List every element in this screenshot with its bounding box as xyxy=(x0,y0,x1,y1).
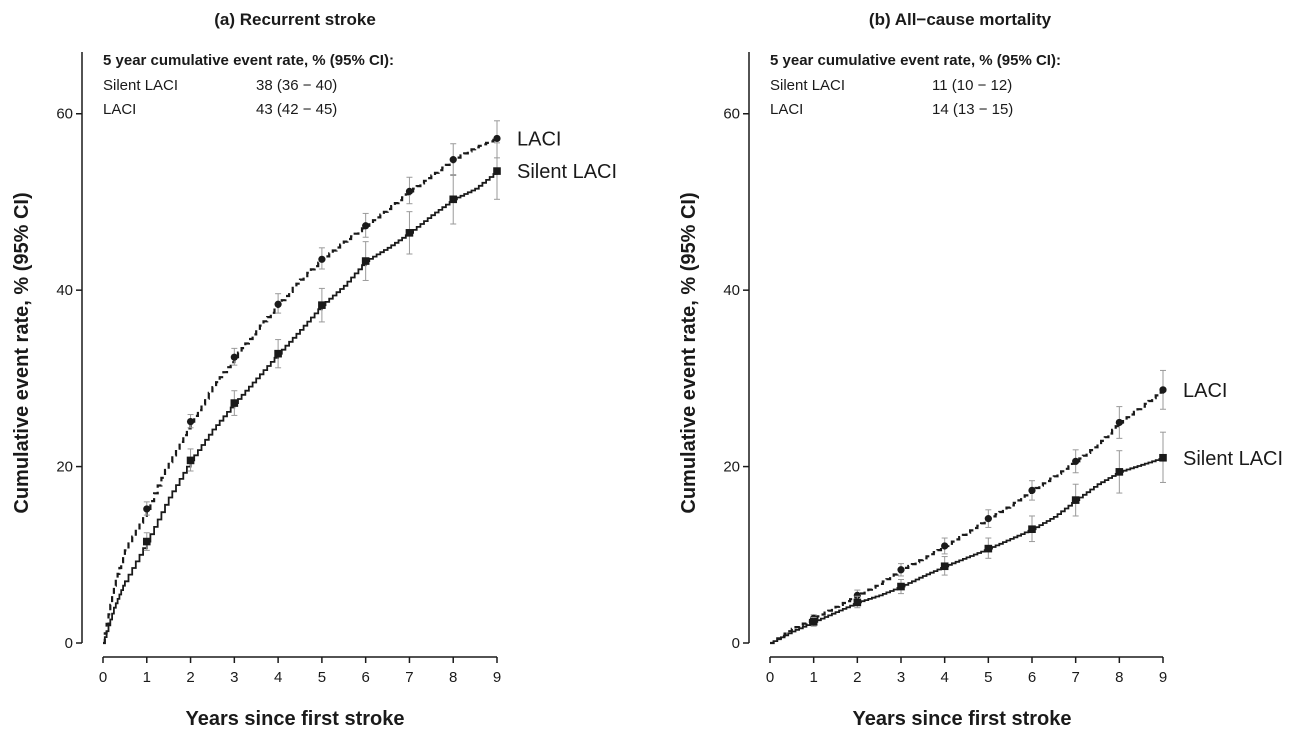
x-tick-label: 5 xyxy=(318,669,326,686)
panel-recurrent-stroke: (a) Recurrent stroke Cumulative event ra… xyxy=(11,10,617,730)
x-tick-label: 0 xyxy=(99,669,107,686)
marker-silent-laci xyxy=(449,195,458,204)
marker-silent-laci xyxy=(318,301,326,309)
y-tick-label: 0 xyxy=(732,635,740,652)
legend-row-2-name: LACI xyxy=(103,101,136,118)
legend-row-1-name: Silent LACI xyxy=(103,77,178,94)
marker-silent-laci xyxy=(940,562,949,571)
marker-silent-laci xyxy=(984,544,993,553)
legend-title: 5 year cumulative event rate, % (95% CI)… xyxy=(770,52,1061,69)
x-tick-label: 6 xyxy=(361,669,369,686)
legend-row-2-value: 43 (42 − 45) xyxy=(256,101,337,118)
marker-silent-laci xyxy=(274,349,282,358)
marker-laci xyxy=(405,187,414,195)
marker-silent-laci xyxy=(1115,468,1124,476)
x-axis-title: Years since first stroke xyxy=(185,708,404,730)
panel-all-cause-mortality: (b) All−cause mortality Cumulative event… xyxy=(678,10,1283,730)
marker-laci xyxy=(493,134,501,143)
series-line-silent-laci xyxy=(770,457,1164,644)
x-tick-label: 4 xyxy=(274,669,282,686)
x-tick-label: 8 xyxy=(1115,669,1123,686)
plot-area: 0 20 40 60 0 1 2 3 4 5 6 7 8 9 LACI Silent LACI xyxy=(723,52,1283,686)
y-tick-label: 40 xyxy=(56,282,73,299)
x-tick-label: 3 xyxy=(230,669,238,686)
marker-laci xyxy=(941,542,949,550)
y-tick-label: 20 xyxy=(56,459,73,476)
marker-laci xyxy=(186,417,195,426)
marker-laci xyxy=(1028,486,1036,494)
marker-silent-laci xyxy=(186,456,195,465)
x-tick-label: 0 xyxy=(766,669,774,686)
marker-laci xyxy=(449,156,457,164)
marker-laci xyxy=(318,255,326,263)
series-label-silent-laci: Silent LACI xyxy=(517,161,617,183)
legend-row-1-value: 11 (10 − 12) xyxy=(932,77,1012,94)
marker-laci xyxy=(230,353,238,361)
x-tick-label: 6 xyxy=(1028,669,1036,686)
marker-silent-laci xyxy=(853,598,862,607)
y-axis-title: Cumulative event rate, % (95% CI) xyxy=(11,192,33,513)
legend-row-1-name: Silent LACI xyxy=(770,77,845,94)
x-tick-label: 9 xyxy=(1159,669,1167,686)
x-tick-label: 7 xyxy=(1071,669,1079,686)
x-tick-label: 5 xyxy=(984,669,992,686)
marker-silent-laci xyxy=(361,257,370,265)
marker-silent-laci xyxy=(405,229,414,237)
series-label-laci: LACI xyxy=(517,128,561,150)
marker-silent-laci xyxy=(897,582,905,591)
y-tick-label: 20 xyxy=(723,459,740,476)
series-line-laci xyxy=(103,138,499,645)
marker-silent-laci xyxy=(1028,525,1036,534)
marker-laci xyxy=(143,505,151,513)
marker-silent-laci xyxy=(1071,496,1080,504)
y-tick-label: 40 xyxy=(723,282,740,299)
series-label-laci: LACI xyxy=(1183,380,1227,402)
marker-laci xyxy=(984,515,992,523)
series-line-laci xyxy=(770,389,1165,645)
x-tick-label: 7 xyxy=(405,669,413,686)
marker-silent-laci xyxy=(230,399,239,407)
x-tick-label: 3 xyxy=(897,669,905,686)
series-line-silent-laci xyxy=(103,171,498,644)
marker-laci xyxy=(274,300,282,308)
legend-row-2-name: LACI xyxy=(770,101,803,118)
series-label-silent-laci: Silent LACI xyxy=(1183,448,1283,470)
marker-silent-laci xyxy=(1159,453,1167,462)
marker-laci xyxy=(897,566,905,574)
y-tick-label: 60 xyxy=(56,106,73,123)
x-tick-label: 1 xyxy=(143,669,151,686)
y-axis-title: Cumulative event rate, % (95% CI) xyxy=(678,192,700,513)
legend-row-1-value: 38 (36 − 40) xyxy=(256,77,337,94)
marker-silent-laci xyxy=(142,537,151,546)
x-tick-label: 1 xyxy=(809,669,817,686)
x-tick-label: 9 xyxy=(493,669,501,686)
marker-laci xyxy=(362,222,370,230)
legend-row-2-value: 14 (13 − 15) xyxy=(932,101,1013,118)
x-axis-title: Years since first stroke xyxy=(852,708,1071,730)
marker-laci xyxy=(1115,418,1123,427)
x-tick-label: 2 xyxy=(186,669,194,686)
marker-laci xyxy=(1159,386,1167,394)
legend-title: 5 year cumulative event rate, % (95% CI)… xyxy=(103,52,394,69)
x-tick-label: 4 xyxy=(940,669,948,686)
x-tick-label: 8 xyxy=(449,669,457,686)
x-tick-label: 2 xyxy=(853,669,861,686)
marker-silent-laci xyxy=(493,167,501,175)
plot-area: 0 20 40 60 0 1 2 3 4 5 6 7 8 9 LACI Silent LACI xyxy=(56,52,617,686)
panel-title: (b) All−cause mortality xyxy=(869,10,1052,29)
y-tick-label: 60 xyxy=(723,106,740,123)
marker-laci xyxy=(1072,457,1080,465)
marker-silent-laci xyxy=(809,618,818,626)
panel-title: (a) Recurrent stroke xyxy=(214,10,376,29)
marker-laci xyxy=(853,591,861,599)
y-tick-label: 0 xyxy=(65,635,73,652)
